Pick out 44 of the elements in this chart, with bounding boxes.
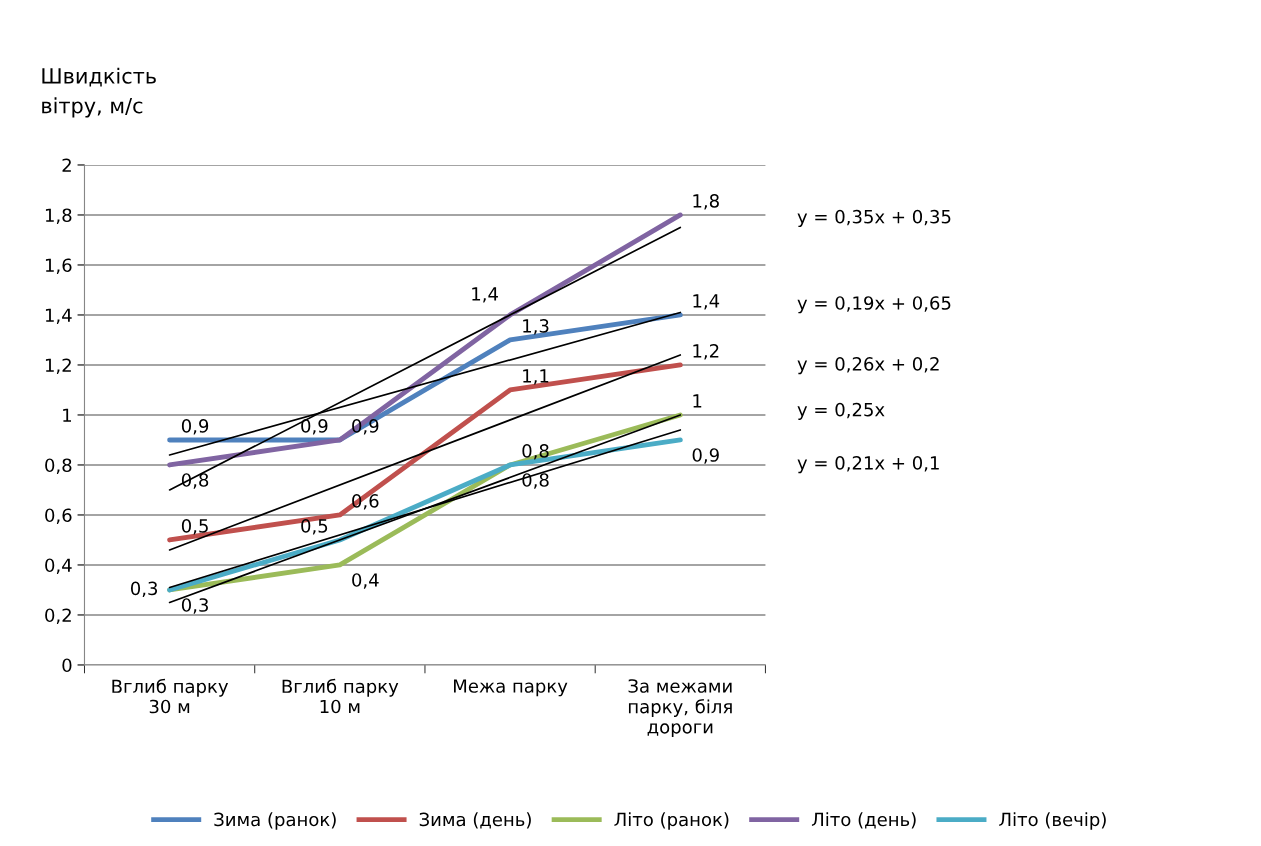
text: y = 0,35x + 0,35	[797, 209, 951, 228]
y-tick-label: 0,6	[45, 508, 72, 524]
y-tick-label: 1	[63, 408, 72, 422]
legend-label: Зима (день)	[419, 812, 531, 829]
legend-label: Зима (ранок)	[214, 812, 336, 830]
y-tick-label: 0,2	[45, 608, 71, 624]
x-tick-label: Межа парку	[454, 679, 568, 697]
text: y = 0,19x + 0,65	[797, 296, 951, 314]
y-axis-title: Швидкість вітру, м/с	[42, 67, 156, 118]
data-label: 0,5	[301, 519, 328, 535]
data-label: 1,1	[523, 369, 549, 385]
data-label: 0,9	[692, 448, 719, 464]
data-label: 0,8	[522, 473, 549, 489]
data-label: 1,2	[693, 344, 719, 360]
data-label: 1,8	[693, 194, 719, 210]
text: y = 0,21x + 0,1	[797, 456, 939, 474]
x-tick-label: Вглиб парку 30 м	[112, 678, 229, 714]
data-label: 0,8	[522, 444, 549, 460]
x-tick-label: Вглиб парку 10 м	[282, 678, 399, 714]
y-tick-label: 1,4	[45, 308, 72, 324]
data-label: 0,3	[181, 598, 208, 614]
data-label: 0,9	[301, 419, 328, 435]
y-tick-label: 2	[62, 158, 71, 172]
data-label: 0,8	[181, 473, 209, 489]
data-label: 0,3	[130, 581, 158, 598]
data-label: 1,3	[523, 319, 549, 335]
text: y = 0,25x	[797, 402, 885, 420]
legend-label: Літо (вечір)	[999, 812, 1106, 830]
y-tick-label: 1,8	[45, 208, 72, 224]
data-label: 0,9	[181, 419, 209, 435]
y-tick-label: 1,6	[45, 258, 72, 274]
data-label: 1,4	[693, 294, 720, 310]
legend-label: Літо (день)	[811, 812, 916, 829]
y-tick-label: 1,2	[45, 358, 71, 374]
x-tick-label: За межами парку, біля дороги	[628, 679, 732, 738]
data-label: 1,4	[472, 287, 498, 303]
text: y = 0,26x + 0,2	[797, 357, 939, 375]
data-label: 0,4	[352, 573, 379, 589]
y-tick-label: 0,4	[45, 558, 72, 574]
legend-label: Літо (ранок)	[614, 812, 729, 830]
y-tick-label: 0,8	[45, 458, 72, 474]
y-tick-label: 0	[62, 658, 72, 673]
data-label: 1	[693, 394, 702, 408]
data-label: 0,5	[181, 519, 208, 535]
